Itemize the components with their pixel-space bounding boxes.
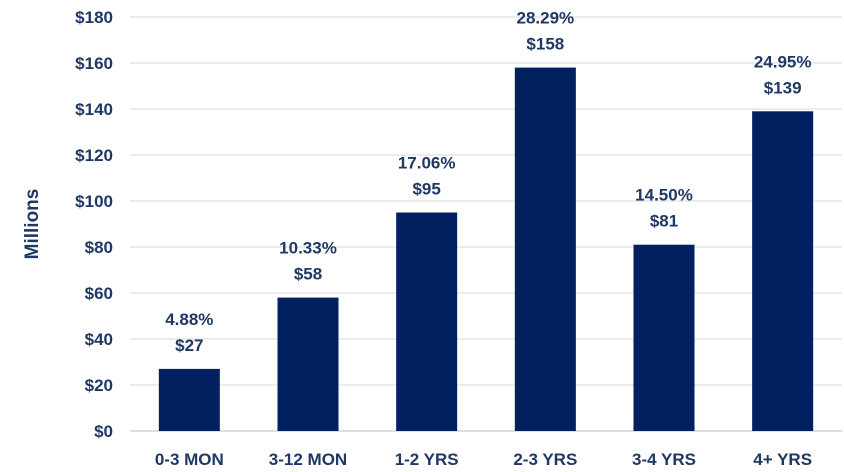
percent-label: 24.95% <box>754 52 812 71</box>
x-tick-label: 3-12 MON <box>269 450 347 469</box>
bar <box>396 212 458 431</box>
y-axis-ticks: $0 $20 $40 $60 $80 $100 $120 $140 $160 $180 <box>75 8 113 441</box>
y-tick-label: $120 <box>75 146 113 165</box>
x-tick-label: 4+ YRS <box>753 450 812 469</box>
value-label: $27 <box>175 336 203 355</box>
x-tick-label: 0-3 MON <box>155 450 224 469</box>
value-label: $58 <box>294 265 322 284</box>
percent-label: 10.33% <box>279 239 337 258</box>
y-tick-label: $140 <box>75 100 113 119</box>
y-tick-label: $180 <box>75 8 113 27</box>
x-tick-label: 3-4 YRS <box>632 450 696 469</box>
percent-label: 28.29% <box>516 9 574 28</box>
x-axis-ticks: 0-3 MON 3-12 MON 1-2 YRS 2-3 YRS 3-4 YRS 4+ Y… <box>155 450 812 469</box>
bars <box>158 67 814 432</box>
y-tick-label: $0 <box>94 422 113 441</box>
y-tick-label: $160 <box>75 54 113 73</box>
value-label: $81 <box>650 212 678 231</box>
bar <box>158 368 220 431</box>
percent-label: 4.88% <box>165 310 213 329</box>
bar <box>277 297 339 431</box>
percent-label: 14.50% <box>635 186 693 205</box>
bar <box>514 67 576 431</box>
bar <box>633 244 695 431</box>
y-tick-label: $80 <box>85 238 113 257</box>
y-axis-title: Millions <box>22 189 43 260</box>
value-label: $95 <box>412 180 440 199</box>
x-tick-label: 1-2 YRS <box>395 450 459 469</box>
value-label: $139 <box>764 78 802 97</box>
y-tick-label: $40 <box>85 330 113 349</box>
y-tick-label: $60 <box>85 284 113 303</box>
bar <box>752 111 814 432</box>
y-tick-label: $100 <box>75 192 113 211</box>
x-tick-label: 2-3 YRS <box>513 450 577 469</box>
data-labels: 4.88% $27 10.33% $58 17.06% $95 28.29% $158 14.5… <box>165 9 811 355</box>
gridlines <box>130 16 842 432</box>
percent-label: 17.06% <box>398 154 456 173</box>
value-label: $158 <box>526 35 564 54</box>
y-tick-label: $20 <box>85 376 113 395</box>
